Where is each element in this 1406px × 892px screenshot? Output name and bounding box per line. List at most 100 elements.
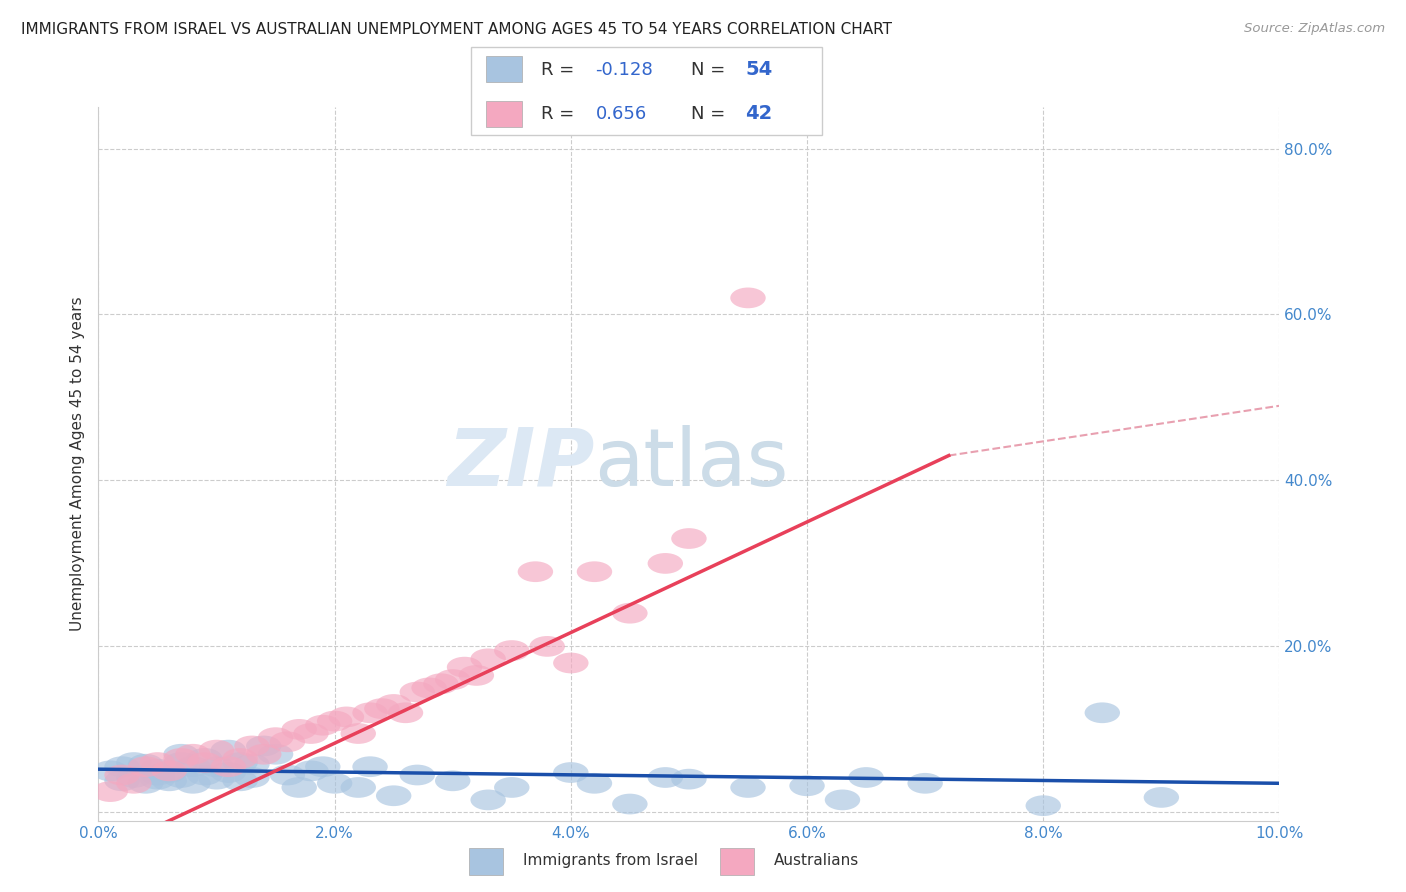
Ellipse shape [353,756,388,777]
Ellipse shape [530,636,565,657]
Ellipse shape [187,764,222,785]
Ellipse shape [176,773,211,794]
Ellipse shape [517,561,553,582]
Ellipse shape [139,759,176,780]
Ellipse shape [305,756,340,777]
Ellipse shape [117,773,152,794]
Bar [486,56,523,82]
Ellipse shape [364,698,399,719]
Ellipse shape [340,723,375,744]
Ellipse shape [222,752,257,773]
Ellipse shape [494,777,530,797]
Ellipse shape [612,603,648,624]
Ellipse shape [270,731,305,752]
Ellipse shape [399,764,434,785]
Ellipse shape [176,756,211,777]
Ellipse shape [458,665,494,686]
Ellipse shape [375,785,412,806]
Ellipse shape [281,777,316,797]
Ellipse shape [93,761,128,781]
Ellipse shape [139,769,176,789]
Ellipse shape [117,752,152,773]
Ellipse shape [553,762,589,783]
Ellipse shape [412,678,447,698]
Ellipse shape [198,769,235,789]
Text: atlas: atlas [595,425,789,503]
Ellipse shape [294,723,329,744]
Ellipse shape [222,771,257,791]
Ellipse shape [434,669,471,690]
Ellipse shape [257,744,294,764]
Text: IMMIGRANTS FROM ISRAEL VS AUSTRALIAN UNEMPLOYMENT AMONG AGES 45 TO 54 YEARS CORR: IMMIGRANTS FROM ISRAEL VS AUSTRALIAN UNE… [21,22,891,37]
Text: Australians: Australians [773,854,859,868]
Ellipse shape [128,756,163,777]
Ellipse shape [163,744,198,764]
Text: -0.128: -0.128 [596,61,654,78]
Ellipse shape [576,773,612,794]
Ellipse shape [1084,702,1121,723]
Ellipse shape [211,739,246,761]
FancyBboxPatch shape [471,47,823,135]
Ellipse shape [93,781,128,802]
Ellipse shape [494,640,530,661]
Ellipse shape [375,694,412,714]
Ellipse shape [825,789,860,810]
Ellipse shape [163,748,198,769]
Ellipse shape [152,771,187,791]
Ellipse shape [211,756,246,777]
Ellipse shape [329,706,364,727]
Ellipse shape [294,761,329,781]
Ellipse shape [128,773,163,794]
Ellipse shape [104,771,139,791]
Ellipse shape [163,767,198,788]
Ellipse shape [423,673,458,694]
Text: 54: 54 [745,61,773,79]
Ellipse shape [211,762,246,783]
Ellipse shape [648,767,683,788]
Ellipse shape [730,777,766,797]
Ellipse shape [152,761,187,781]
Ellipse shape [399,681,434,702]
Ellipse shape [117,767,152,788]
Ellipse shape [353,702,388,723]
Ellipse shape [235,736,270,756]
Ellipse shape [907,773,943,794]
Ellipse shape [163,752,198,773]
Ellipse shape [187,752,222,773]
Ellipse shape [576,561,612,582]
Bar [720,848,754,875]
Ellipse shape [139,764,176,785]
Y-axis label: Unemployment Among Ages 45 to 54 years: Unemployment Among Ages 45 to 54 years [70,296,86,632]
Ellipse shape [316,773,353,794]
Ellipse shape [848,767,884,788]
Ellipse shape [235,754,270,774]
Ellipse shape [648,553,683,574]
Ellipse shape [305,714,340,736]
Ellipse shape [553,653,589,673]
Text: Immigrants from Israel: Immigrants from Israel [523,854,697,868]
Ellipse shape [104,764,139,785]
Ellipse shape [257,727,294,748]
Ellipse shape [316,711,353,731]
Text: 0.656: 0.656 [596,105,647,123]
Text: ZIP: ZIP [447,425,595,503]
Ellipse shape [434,771,471,791]
Ellipse shape [471,789,506,810]
Ellipse shape [340,777,375,797]
Ellipse shape [612,794,648,814]
Ellipse shape [246,736,281,756]
Ellipse shape [1143,787,1180,808]
Ellipse shape [152,762,187,783]
Ellipse shape [471,648,506,669]
Ellipse shape [270,764,305,785]
Text: N =: N = [690,105,731,123]
Ellipse shape [104,756,139,777]
Ellipse shape [388,702,423,723]
Bar [470,848,503,875]
Ellipse shape [187,748,222,769]
Text: Source: ZipAtlas.com: Source: ZipAtlas.com [1244,22,1385,36]
Ellipse shape [1025,796,1062,816]
Text: R =: R = [541,105,579,123]
Ellipse shape [128,754,163,774]
Bar [486,101,523,127]
